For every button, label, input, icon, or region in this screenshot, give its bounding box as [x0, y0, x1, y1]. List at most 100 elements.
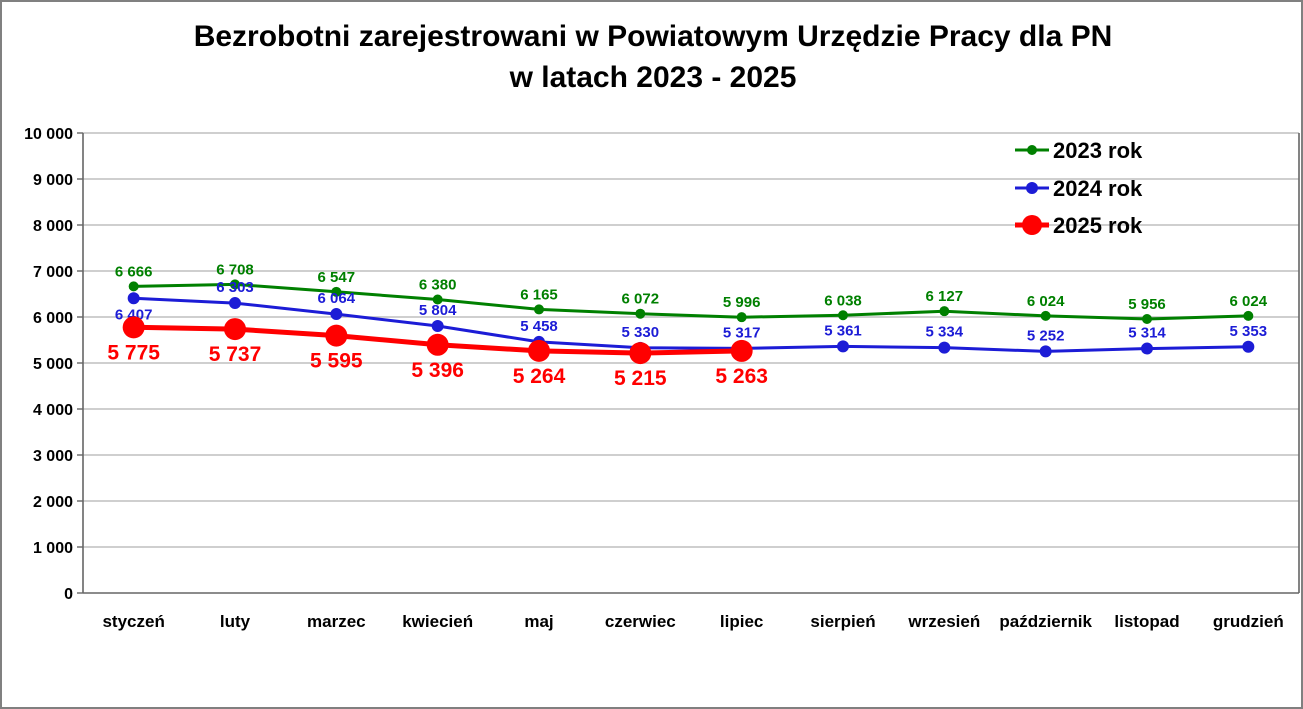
- x-axis-label: kwiecień: [402, 612, 473, 631]
- series-line: [132, 282, 1250, 321]
- data-label: 6 165: [520, 286, 558, 303]
- x-axis-label: czerwiec: [605, 612, 676, 631]
- data-label: 6 666: [115, 263, 153, 280]
- data-point: [330, 308, 343, 321]
- y-tick-label: 3 000: [33, 448, 73, 465]
- data-point: [127, 292, 140, 305]
- y-tick-label: 8 000: [33, 218, 73, 235]
- data-point: [838, 310, 848, 321]
- data-point: [230, 279, 240, 290]
- x-axis-label: listopad: [1114, 612, 1179, 631]
- data-label: 5 353: [1230, 323, 1268, 340]
- x-axis-label: maj: [524, 612, 553, 631]
- legend-entry-2023-rok: 2023 rok: [1015, 138, 1143, 163]
- data-label: 6 407: [115, 306, 153, 323]
- data-label: 5 252: [1027, 327, 1065, 344]
- x-axis-label: wrzesień: [907, 612, 980, 631]
- data-label: 6 303: [216, 279, 254, 296]
- legend-entry-2025-rok: 2025 rok: [1015, 213, 1143, 238]
- data-point: [629, 342, 652, 365]
- y-tick-label: 9 000: [33, 172, 73, 189]
- x-axis-labels: styczeń luty marzec kwiecień maj czerwiec lipi…: [102, 612, 1283, 631]
- data-label: 5 996: [723, 294, 761, 311]
- x-axis-label: marzec: [307, 612, 366, 631]
- x-axis-label: grudzień: [1213, 612, 1284, 631]
- chart-title-line1: Bezrobotni zarejestrowani w Powiatowym U…: [194, 20, 1113, 53]
- data-point: [426, 333, 449, 356]
- data-label: 5 330: [622, 324, 660, 341]
- data-label: 6 064: [318, 290, 356, 307]
- x-axis-label: styczeń: [102, 612, 164, 631]
- data-label: 5 264: [513, 365, 566, 388]
- series-2025-rok: 5 775 5 737 5 595 5 396 5 264 5 215 5 263: [107, 316, 768, 390]
- axes: 0 1 000 2 000 3 000 4 000 5 000 6 000 7 000 8 00…: [24, 126, 1300, 603]
- chart-title-line2: w latach 2023 - 2025: [509, 61, 797, 94]
- data-label: 5 361: [824, 322, 862, 339]
- y-tick-label: 0: [64, 586, 73, 603]
- data-point: [1039, 345, 1052, 358]
- data-point: [122, 316, 145, 339]
- data-point: [432, 294, 443, 305]
- data-label: 5 396: [411, 359, 464, 382]
- x-axis-label: luty: [220, 612, 251, 631]
- data-label: 5 215: [614, 367, 667, 390]
- data-label: 6 708: [216, 261, 254, 278]
- data-label: 5 334: [926, 324, 964, 341]
- y-tick-label: 6 000: [33, 310, 73, 327]
- data-point: [1142, 314, 1152, 325]
- legend-marker-icon: [1026, 182, 1038, 194]
- data-label: 5 956: [1128, 296, 1166, 313]
- y-tick-label: 5 000: [33, 356, 73, 373]
- data-point: [837, 340, 849, 353]
- data-label: 5 737: [209, 343, 262, 366]
- series-2023-rok: 6 666 6 708 6 547 6 380 6 165 6 072 5 996 6 038…: [115, 261, 1268, 325]
- data-point: [528, 339, 550, 362]
- x-axis-label: lipiec: [720, 612, 763, 631]
- data-point: [224, 318, 246, 341]
- data-point: [431, 320, 444, 333]
- data-point: [331, 286, 342, 297]
- legend: 2023 rok 2024 rok 2025 rok: [1015, 138, 1143, 238]
- data-point: [939, 306, 950, 317]
- data-point: [736, 312, 747, 323]
- data-point: [635, 308, 646, 319]
- legend-label: 2025 rok: [1053, 213, 1143, 238]
- data-label: 6 127: [926, 288, 964, 305]
- legend-marker-icon: [1027, 145, 1037, 155]
- data-point: [534, 304, 544, 315]
- data-point: [229, 297, 241, 310]
- data-label: 5 458: [520, 318, 558, 335]
- data-point: [128, 281, 139, 292]
- data-point: [1242, 340, 1255, 353]
- legend-marker-icon: [1022, 215, 1042, 235]
- data-label: 5 775: [107, 341, 160, 364]
- data-point: [938, 341, 951, 354]
- legend-entry-2024-rok: 2024 rok: [1015, 176, 1143, 201]
- y-tick-label: 1 000: [33, 540, 73, 557]
- legend-label: 2024 rok: [1053, 176, 1143, 201]
- data-label: 5 314: [1128, 325, 1166, 342]
- data-label: 6 547: [318, 269, 356, 286]
- y-tick-label: 7 000: [33, 264, 73, 281]
- x-axis-label: październik: [999, 612, 1092, 631]
- data-label: 6 072: [622, 291, 660, 308]
- plot-area: 0 1 000 2 000 3 000 4 000 5 000 6 000 7 000 8 00…: [24, 126, 1300, 631]
- y-tick-label: 2 000: [33, 494, 73, 511]
- data-label: 5 804: [419, 302, 457, 319]
- data-label: 6 024: [1027, 293, 1065, 310]
- data-point: [730, 339, 753, 362]
- legend-label: 2023 rok: [1053, 138, 1143, 163]
- data-point: [1141, 342, 1153, 355]
- data-label: 6 380: [419, 277, 457, 294]
- data-label: 5 317: [723, 324, 761, 341]
- data-label: 6 038: [824, 292, 862, 309]
- y-tick-label: 4 000: [33, 402, 73, 419]
- series-line: [132, 296, 1250, 353]
- y-tick-label: 10 000: [24, 126, 73, 143]
- data-label: 6 024: [1230, 293, 1268, 310]
- grid: [83, 132, 1299, 548]
- data-point: [1040, 310, 1051, 321]
- data-point: [325, 324, 348, 347]
